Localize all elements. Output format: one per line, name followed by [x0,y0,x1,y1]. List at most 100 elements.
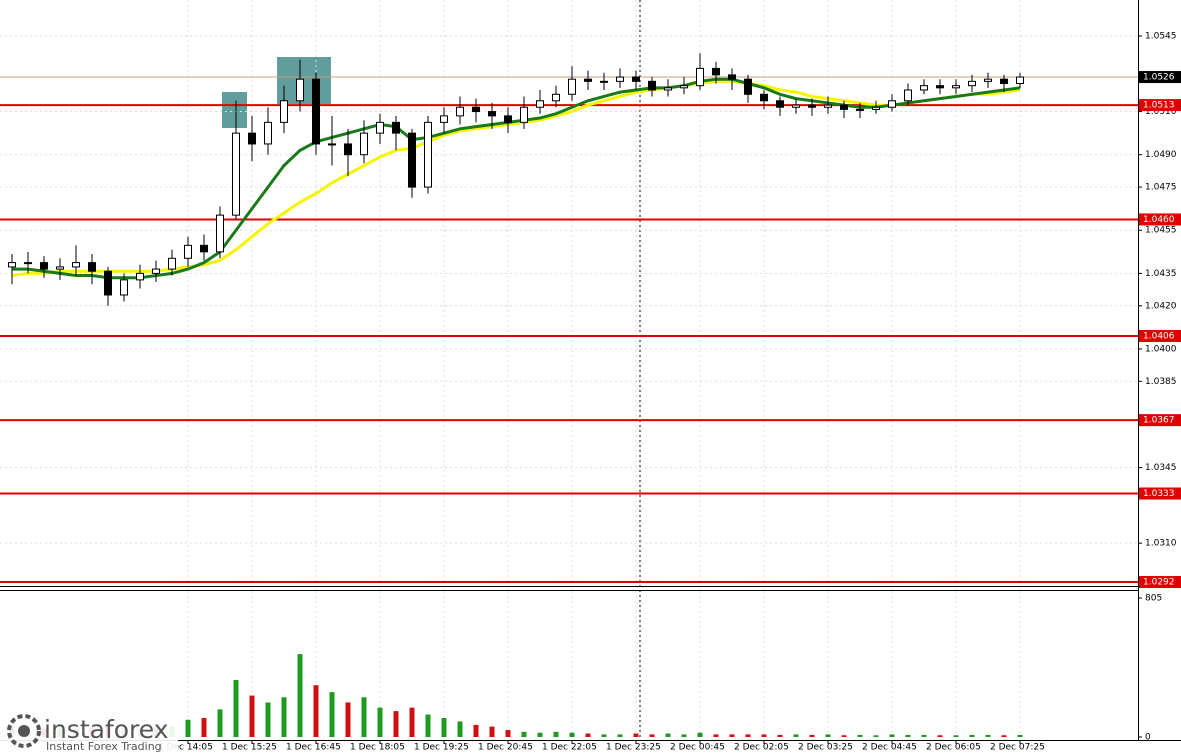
candle-body [88,262,96,272]
brand-tagline: Instant Forex Trading [46,740,162,753]
volume-bar [777,734,783,737]
volume-bar [825,734,831,737]
candle-body [488,111,496,117]
candle-body [904,89,912,102]
volume-bar [233,680,239,737]
x-tick-label: 1 Dec 16:45 [286,743,341,753]
volume-bar [633,733,639,737]
candle-body [120,279,128,296]
candle-body [728,74,736,80]
ma-slow-line [11,79,1021,278]
logo-icon [18,725,30,737]
volume-bar [969,734,975,737]
volume-bar [313,685,319,737]
candle-body [280,100,288,123]
level-label: 1.0513 [1143,101,1175,111]
level-label-bg [1139,213,1181,226]
volume-bar [569,732,575,737]
candle-body [632,76,640,82]
y-tick-label: 1.0385 [1145,377,1177,387]
x-tick-label: 2 Dec 06:05 [926,743,981,753]
volume-bar [601,734,607,737]
volume-bar [713,734,719,737]
candle-body [776,100,784,108]
level-label-bg [1139,99,1181,112]
volume-bar [249,695,255,737]
candle-body [232,132,240,216]
candle-body [552,93,560,102]
candle-body [872,106,880,110]
candle-body [264,121,272,145]
candle-body [664,87,672,91]
volume-bar [473,724,479,737]
volume-bar [297,654,303,737]
level-label-bg [1139,414,1181,427]
x-tick-label: 1 Dec 23:25 [606,743,661,753]
y-tick-label: 1.0310 [1145,539,1177,549]
y2-tick-label: 0 [1145,733,1151,743]
volume-bar [665,733,671,737]
volume-bar [553,731,559,737]
volume-bar [697,732,703,737]
level-label: 1.0367 [1143,416,1175,426]
candle-body [760,93,768,102]
volume-bar [889,734,895,737]
level-label: 1.0406 [1143,331,1175,341]
candle-body [344,143,352,156]
volume-bar [921,734,927,737]
volume-bar [505,730,511,737]
x-tick-label: 2 Dec 03:25 [798,743,853,753]
volume-bar [217,709,223,737]
volume-bar [681,734,687,737]
candle-body [648,80,656,91]
level-label-bg [1139,329,1181,342]
volume-bar [185,719,191,737]
candle-body [536,100,544,108]
volume-bar [729,734,735,737]
volume-bar [937,735,943,737]
candle-body [136,272,144,281]
candle-body [968,80,976,87]
candle-body [600,80,608,83]
y-tick-label: 1.0420 [1145,301,1177,311]
volume-bar [1001,735,1007,737]
brand-name: instaforex [44,715,169,744]
x-tick-label: 1 Dec 22:05 [542,743,597,753]
candle-body [424,121,432,188]
y-tick-label: 1.0545 [1145,32,1177,42]
candle-body [152,268,160,274]
volume-bar [809,734,815,737]
candle-body [248,132,256,145]
x-tick-label: 2 Dec 04:45 [862,743,917,753]
logo-icon [7,714,41,748]
candle-body [40,262,48,270]
volume-bar [329,692,335,737]
volume-bar [281,697,287,737]
candle-body [808,104,816,108]
y-tick-label: 1.0490 [1145,150,1177,160]
candle-body [520,106,528,123]
candle-body [296,78,304,102]
candle-body [584,78,592,82]
volume-bar [201,718,207,737]
candle-body [680,85,688,89]
candle-body [440,115,448,123]
volume-bar [521,731,527,737]
volume-bar [649,734,655,737]
candle-body [168,257,176,270]
candle-body [824,104,832,108]
level-label: 1.0333 [1143,489,1175,499]
volume-bar [537,732,543,737]
candle-body [456,106,464,117]
volume-bar [985,734,991,737]
x-tick-label: 1 Dec 19:25 [414,743,469,753]
price-label: 1.0526 [1143,73,1175,83]
candle-body [840,104,848,110]
y-tick-label: 1.0475 [1145,183,1177,193]
x-tick-label: 1 Dec 18:05 [350,743,405,753]
x-tick-label: 1 Dec 14:05 [158,743,213,753]
candle-body [616,76,624,82]
candle-body [56,266,64,270]
candle-body [8,262,16,268]
